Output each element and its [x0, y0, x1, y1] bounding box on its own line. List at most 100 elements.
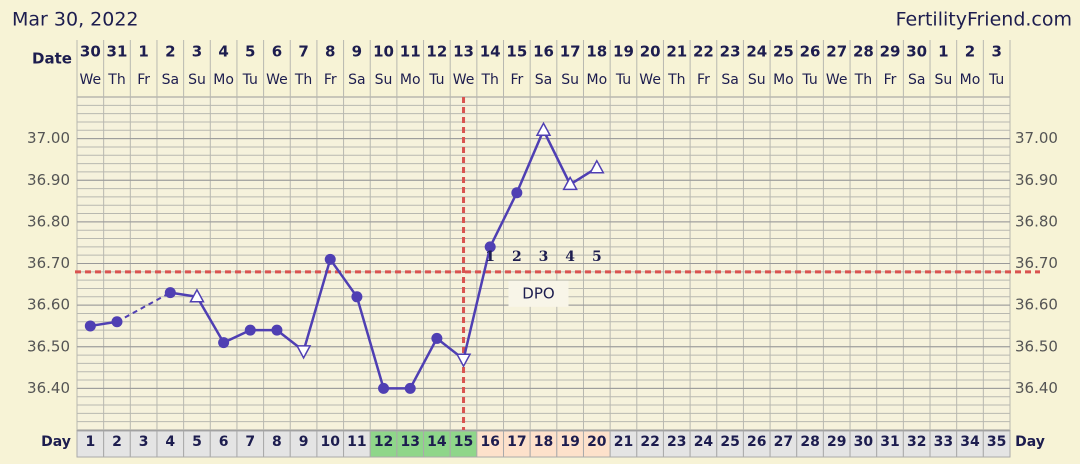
day-cell	[876, 430, 904, 458]
date-label: 1	[938, 43, 948, 61]
weekday-label: Fr	[510, 72, 523, 88]
y-tick-label: 37.00	[1015, 129, 1058, 147]
temperature-point	[324, 253, 336, 265]
day-label: 29	[827, 434, 846, 450]
temperature-point	[164, 287, 176, 299]
weekday-label: We	[80, 72, 102, 88]
dpo-number: 2	[512, 249, 522, 265]
temperature-point	[378, 382, 390, 394]
y-tick-label: 36.40	[1015, 379, 1058, 397]
y-tick-label: 36.60	[1015, 296, 1058, 314]
day-label: 3	[139, 434, 149, 450]
day-label: 6	[219, 434, 229, 450]
weekday-label: We	[639, 72, 661, 88]
temperature-point	[562, 175, 578, 191]
weekday-label: Mo	[586, 72, 607, 88]
weekday-label: Fr	[884, 72, 897, 88]
day-cell	[982, 430, 1011, 458]
temperature-point	[84, 320, 96, 332]
weekday-label: Tu	[988, 72, 1004, 88]
day-label: 2	[112, 434, 122, 450]
day-cell	[636, 430, 664, 458]
weekday-label: Th	[854, 72, 872, 88]
date-label: 27	[826, 43, 847, 61]
weekday-label: Fr	[137, 72, 150, 88]
temperature-point	[589, 159, 605, 174]
day-label: 9	[299, 434, 309, 450]
date-label: 21	[666, 43, 687, 61]
temperature-point	[189, 288, 205, 303]
day-cell	[476, 430, 505, 458]
date-label: 2	[965, 43, 975, 61]
day-label: 35	[987, 434, 1006, 450]
weekday-label: Su	[188, 72, 206, 88]
day-cell	[956, 430, 984, 458]
day-label: 12	[374, 434, 393, 450]
weekday-label: Th	[107, 72, 125, 88]
date-label: 8	[325, 43, 335, 61]
temperature-point	[351, 291, 363, 303]
weekday-label: Fr	[324, 72, 337, 88]
date-label: 13	[453, 43, 474, 61]
day-cell	[689, 430, 718, 458]
date-label: 2	[165, 43, 175, 61]
date-label: 30	[906, 43, 927, 61]
weekday-label: Mo	[773, 72, 794, 88]
day-cell	[716, 430, 744, 458]
dpo-number: 4	[565, 249, 575, 265]
day-label: 28	[800, 434, 819, 450]
day-label: 13	[400, 434, 419, 450]
day-label: 25	[720, 434, 739, 450]
y-tick-label: 36.50	[1015, 337, 1058, 355]
weekday-label: Mo	[960, 72, 981, 88]
weekday-label: Tu	[242, 72, 258, 88]
y-tick-label: 37.00	[27, 129, 70, 147]
dpo-number: 3	[539, 249, 549, 265]
day-label: 7	[245, 434, 255, 450]
date-label: 12	[426, 43, 447, 61]
weekday-label: Su	[375, 72, 393, 88]
dpo-number: 1	[485, 249, 495, 265]
weekday-label: Th	[480, 72, 498, 88]
weekday-label: Sa	[908, 72, 925, 88]
day-label: 22	[640, 434, 659, 450]
date-label: 14	[480, 43, 501, 61]
weekday-label: Sa	[535, 72, 552, 88]
weekday-label: We	[826, 72, 848, 88]
date-label: 3	[192, 43, 202, 61]
y-tick-label: 36.70	[1015, 254, 1058, 272]
day-label: 23	[667, 434, 686, 450]
date-label: 31	[107, 43, 128, 61]
y-tick-label: 36.50	[27, 337, 70, 355]
day-label: 4	[165, 434, 175, 450]
dpo-number: 5	[592, 249, 602, 265]
day-label: 14	[427, 434, 447, 450]
day-cell	[316, 430, 345, 458]
day-label: 21	[614, 434, 633, 450]
temperature-point	[484, 241, 496, 253]
date-label: 10	[373, 43, 394, 61]
date-label: 23	[720, 43, 741, 61]
dpo-label: DPO	[522, 284, 554, 302]
date-label: 22	[693, 43, 714, 61]
day-label: 8	[272, 434, 282, 450]
weekday-label: Sa	[162, 72, 179, 88]
date-label: 30	[80, 43, 101, 61]
date-label: 9	[352, 43, 362, 61]
y-tick-label: 36.80	[27, 212, 70, 230]
temperature-point	[455, 353, 472, 368]
day-cell	[209, 430, 238, 458]
day-label: 1	[85, 434, 95, 450]
date-label: 6	[272, 43, 282, 61]
day-cell	[822, 430, 851, 458]
day-label: 16	[480, 434, 499, 450]
date-label: 11	[400, 43, 421, 61]
day-cell	[503, 430, 531, 458]
temperature-point	[295, 345, 312, 360]
weekday-label: We	[266, 72, 288, 88]
day-label: 30	[854, 434, 874, 450]
temperature-point	[111, 316, 123, 328]
date-label: 15	[506, 43, 527, 61]
weekday-label: Su	[748, 72, 766, 88]
